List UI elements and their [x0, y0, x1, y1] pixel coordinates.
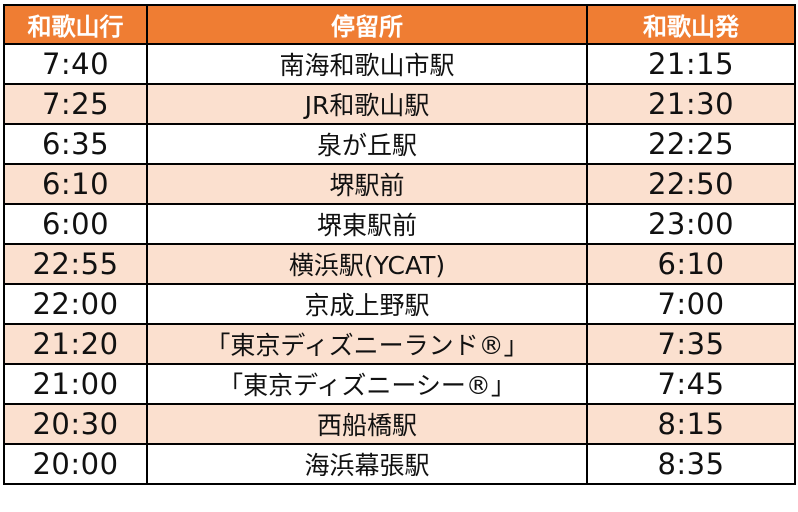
- to-wakayama-time: 21:00: [3, 363, 148, 405]
- to-wakayama-time: 7:40: [3, 43, 148, 85]
- to-wakayama-time: 7:25: [3, 83, 148, 125]
- table-row: 22:00 京成上野駅 7:00: [3, 283, 796, 325]
- to-wakayama-time: 20:30: [3, 403, 148, 445]
- stop-name: 堺駅前: [146, 163, 588, 205]
- from-wakayama-time: 7:00: [586, 283, 796, 325]
- stop-name: 西船橋駅: [146, 403, 588, 445]
- table-row: 21:00 「東京ディズニーシー®」 7:45: [3, 363, 796, 405]
- table-row: 6:10 堺駅前 22:50: [3, 163, 796, 205]
- from-wakayama-time: 6:10: [586, 243, 796, 285]
- table-row: 20:00 海浜幕張駅 8:35: [3, 443, 796, 485]
- to-wakayama-time: 22:00: [3, 283, 148, 325]
- from-wakayama-time: 8:15: [586, 403, 796, 445]
- from-wakayama-time: 8:35: [586, 443, 796, 485]
- header-to-wakayama: 和歌山行: [3, 4, 148, 45]
- stop-name: 南海和歌山市駅: [146, 43, 588, 85]
- stop-name: 堺東駅前: [146, 203, 588, 245]
- table-row: 21:20 「東京ディズニーランド®」 7:35: [3, 323, 796, 365]
- header-from-wakayama: 和歌山発: [586, 4, 796, 45]
- to-wakayama-time: 6:10: [3, 163, 148, 205]
- table-row: 20:30 西船橋駅 8:15: [3, 403, 796, 445]
- stop-name: 泉が丘駅: [146, 123, 588, 165]
- stop-name: 京成上野駅: [146, 283, 588, 325]
- from-wakayama-time: 21:30: [586, 83, 796, 125]
- to-wakayama-time: 6:35: [3, 123, 148, 165]
- from-wakayama-time: 7:35: [586, 323, 796, 365]
- table-row: 7:40 南海和歌山市駅 21:15: [3, 43, 796, 85]
- table-row: 7:25 JR和歌山駅 21:30: [3, 83, 796, 125]
- from-wakayama-time: 22:25: [586, 123, 796, 165]
- header-stop: 停留所: [146, 4, 588, 45]
- bus-timetable: 和歌山行 停留所 和歌山発 7:40 南海和歌山市駅 21:15 7:25 JR…: [3, 4, 796, 485]
- timetable-body: 7:40 南海和歌山市駅 21:15 7:25 JR和歌山駅 21:30 6:3…: [3, 43, 796, 485]
- to-wakayama-time: 21:20: [3, 323, 148, 365]
- from-wakayama-time: 22:50: [586, 163, 796, 205]
- stop-name: 横浜駅(YCAT): [146, 243, 588, 285]
- to-wakayama-time: 20:00: [3, 443, 148, 485]
- stop-name: JR和歌山駅: [146, 83, 588, 125]
- to-wakayama-time: 22:55: [3, 243, 148, 285]
- table-row: 22:55 横浜駅(YCAT) 6:10: [3, 243, 796, 285]
- stop-name: 海浜幕張駅: [146, 443, 588, 485]
- table-row: 6:00 堺東駅前 23:00: [3, 203, 796, 245]
- header-row: 和歌山行 停留所 和歌山発: [3, 4, 796, 45]
- table-row: 6:35 泉が丘駅 22:25: [3, 123, 796, 165]
- stop-name: 「東京ディズニーシー®」: [146, 363, 588, 405]
- timetable-header: 和歌山行 停留所 和歌山発: [3, 4, 796, 45]
- from-wakayama-time: 7:45: [586, 363, 796, 405]
- from-wakayama-time: 21:15: [586, 43, 796, 85]
- stop-name: 「東京ディズニーランド®」: [146, 323, 588, 365]
- from-wakayama-time: 23:00: [586, 203, 796, 245]
- to-wakayama-time: 6:00: [3, 203, 148, 245]
